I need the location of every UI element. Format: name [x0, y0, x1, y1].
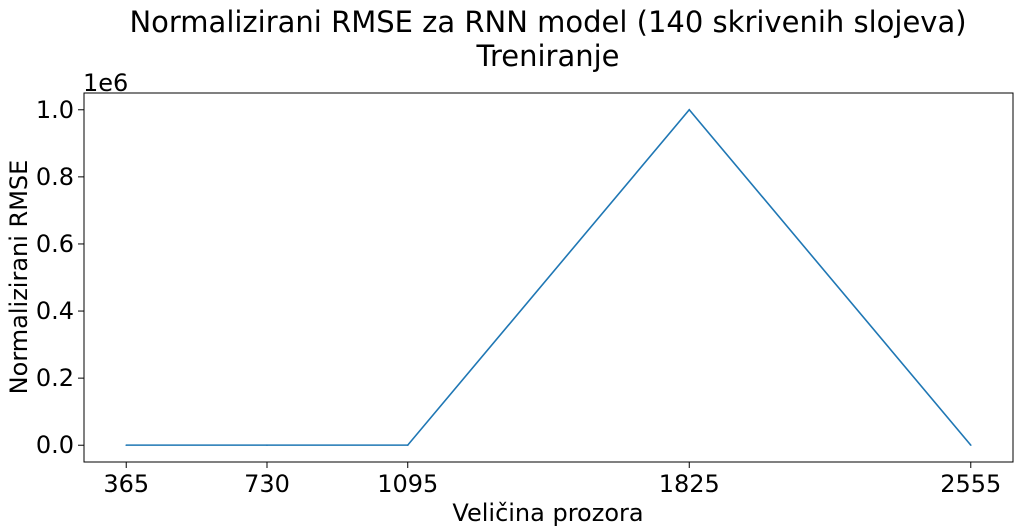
y-axis-offset-label: 1e6 [83, 69, 128, 97]
x-tick-label: 365 [103, 470, 149, 498]
plot-frame [83, 92, 1014, 463]
chart-title: Normalizirani RMSE za RNN model (140 skr… [129, 5, 966, 39]
series-line [126, 108, 972, 446]
chart-subtitle: Treniranje [476, 39, 620, 73]
y-tick-label: 0.6 [36, 230, 74, 258]
x-tick-label: 1825 [659, 470, 720, 498]
data-point [266, 444, 268, 446]
x-axis-label: Veličina prozora [452, 499, 643, 527]
x-tick-label: 2555 [940, 470, 1001, 498]
series-points [125, 108, 972, 446]
data-point [969, 444, 972, 446]
y-tick-label: 1.0 [36, 96, 74, 124]
y-tick-label: 0.8 [36, 163, 74, 191]
y-tick-label: 0.4 [36, 297, 74, 325]
plot-area [83, 92, 1014, 463]
data-point [406, 444, 409, 446]
x-axis-ticks: 365 730 1095 1825 2555 [103, 462, 1001, 498]
data-point [688, 108, 691, 111]
y-tick-label: 0.2 [36, 364, 74, 392]
data-point [125, 444, 128, 446]
x-tick-label: 730 [244, 470, 290, 498]
y-axis-label: Normalizirani RMSE [5, 160, 33, 395]
y-tick-label: 0.0 [36, 431, 74, 459]
y-axis-ticks: 0.0 0.2 0.4 0.6 0.8 1.0 [36, 96, 84, 459]
x-tick-label: 1095 [377, 470, 438, 498]
